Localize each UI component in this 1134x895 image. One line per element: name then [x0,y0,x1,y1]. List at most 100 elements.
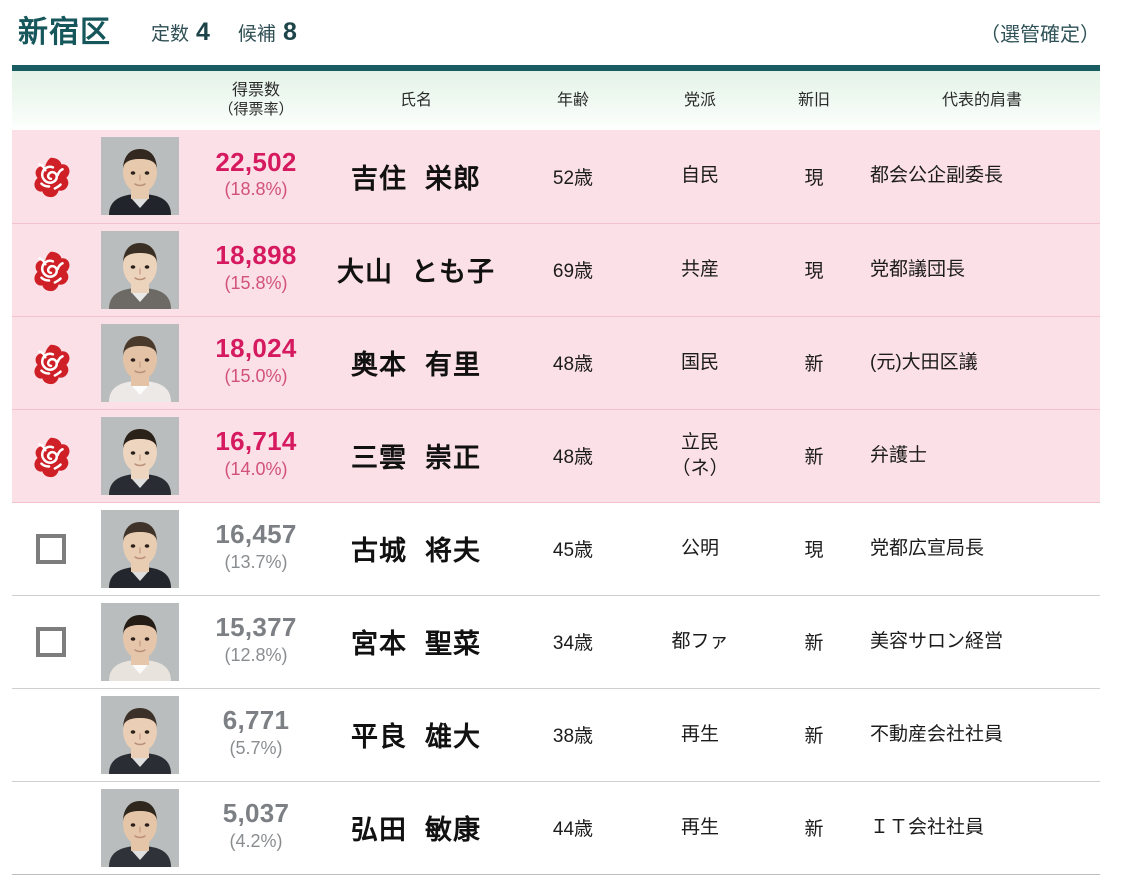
status-cell: 新 [764,595,864,689]
title-cell: 党都議団長 [864,223,1100,317]
candidate-name[interactable]: 大山 とも子 [337,257,495,287]
col-header-photo [90,65,190,130]
district-meta: 定数 4 候補 8 [151,18,325,47]
table-head: 得票数 （得票率） 氏名 年齢 党派 新旧 代表的肩書 [12,65,1100,130]
candidate-title: 党都議団長 [870,258,966,280]
table-row: 15,377 (12.8%) 宮本 聖菜 34歳 都ファ 新 美容サロン経営 [12,595,1100,689]
col-header-age: 年齢 [510,65,636,130]
photo-cell [90,781,190,875]
party-cell: 立民 （ネ） [636,409,764,503]
name-cell[interactable]: 奥本 有里 [322,316,510,410]
candidate-surname: 三雲 [351,443,407,473]
table-row: 5,037 (4.2%) 弘田 敏康 44歳 再生 新 ＩＴ会社社員 [12,781,1100,875]
col-header-status: 新旧 [764,65,864,130]
result-mark-cell [12,223,90,317]
table-row: 22,502 (18.8%) 吉住 栄郎 52歳 自民 現 都会公企副委長 [12,130,1100,224]
result-mark-cell [12,316,90,410]
title-cell: 都会公企副委長 [864,130,1100,224]
rose-icon [28,433,74,479]
vote-rate: (14.0%) [224,458,288,479]
seats-label: 定数 [151,24,190,45]
vote-rate: (13.7%) [224,551,288,572]
party-cell: 都ファ [636,595,764,689]
candidate-name[interactable]: 古城 将夫 [351,536,481,566]
candidate-name[interactable]: 三雲 崇正 [351,443,481,473]
candidate-givenname: とも子 [411,257,495,287]
status-cell: 現 [764,223,864,317]
header-row: 得票数 （得票率） 氏名 年齢 党派 新旧 代表的肩書 [12,65,1100,130]
vote-rate: (18.8%) [224,179,288,200]
seats-meta: 定数 4 [151,18,210,47]
status-cell: 新 [764,688,864,782]
vote-rate: (15.0%) [224,365,288,386]
party-cell: 国民 [636,316,764,410]
age-cell: 48歳 [510,316,636,410]
candidate-status: 新 [804,354,824,375]
candidate-surname: 大山 [337,257,393,287]
candidate-name[interactable]: 平良 雄大 [351,722,481,752]
result-mark-cell [12,781,90,875]
candidate-name[interactable]: 吉住 栄郎 [351,164,481,194]
votes-cell: 22,502 (18.8%) [190,130,322,224]
rose-icon [28,340,74,386]
name-cell[interactable]: 平良 雄大 [322,688,510,782]
candidate-photo [101,602,179,681]
candidate-name[interactable]: 宮本 聖菜 [351,629,481,659]
votes-cell: 6,771 (5.7%) [190,688,322,782]
candidate-givenname: 雄大 [425,722,481,752]
result-mark-cell [12,595,90,689]
candidate-name[interactable]: 弘田 敏康 [351,815,481,845]
candidate-age: 45歳 [552,540,594,561]
status-cell: 新 [764,409,864,503]
photo-cell [90,688,190,782]
candidate-surname: 弘田 [351,815,407,845]
table-row: 6,771 (5.7%) 平良 雄大 38歳 再生 新 不動産会社社員 [12,688,1100,782]
district-title: 新宿区 [18,15,111,49]
vote-count: 5,037 [222,798,290,829]
candidate-title: ＩＴ会社社員 [870,816,985,838]
result-mark-cell [12,409,90,503]
result-mark-cell [12,130,90,224]
candidate-name[interactable]: 奥本 有里 [351,350,481,380]
party-cell: 公明 [636,502,764,596]
photo-cell [90,130,190,224]
candidate-title: (元)大田区議 [870,351,978,373]
candidate-title: 党都広宣局長 [870,537,985,559]
votes-cell: 18,898 (15.8%) [190,223,322,317]
rose-icon [28,153,74,199]
seats-value: 4 [196,18,210,46]
title-cell: 美容サロン経営 [864,595,1100,689]
vote-count: 22,502 [215,147,297,178]
vote-rate: (15.8%) [224,272,288,293]
col-header-votes: 得票数 （得票率） [190,65,322,130]
candidate-title: 美容サロン経営 [870,630,1004,652]
confirmation-note: （選管確定） [980,24,1100,46]
candidate-age: 48歳 [552,354,594,375]
col-header-name: 氏名 [322,65,510,130]
name-cell[interactable]: 古城 将夫 [322,502,510,596]
name-cell[interactable]: 三雲 崇正 [322,409,510,503]
candidate-status: 現 [804,261,824,282]
photo-cell [90,409,190,503]
empty-box-icon [36,533,66,564]
party-cell: 自民 [636,130,764,224]
name-cell[interactable]: 吉住 栄郎 [322,130,510,224]
candidates-meta: 候補 8 [238,18,297,47]
candidate-age: 38歳 [552,726,594,747]
candidate-status: 新 [804,819,824,840]
photo-cell [90,502,190,596]
table-row: 16,714 (14.0%) 三雲 崇正 48歳 立民 （ネ） 新 弁護士 [12,409,1100,503]
name-cell[interactable]: 弘田 敏康 [322,781,510,875]
vote-rate: (12.8%) [224,644,288,665]
vote-rate: (4.2%) [229,830,283,851]
candidate-status: 新 [804,726,824,747]
party-cell: 再生 [636,781,764,875]
photo-cell [90,316,190,410]
name-cell[interactable]: 大山 とも子 [322,223,510,317]
status-cell: 新 [764,316,864,410]
candidate-party: 共産 [680,258,719,280]
status-cell: 新 [764,781,864,875]
vote-count: 16,457 [215,519,297,550]
title-cell: 弁護士 [864,409,1100,503]
name-cell[interactable]: 宮本 聖菜 [322,595,510,689]
